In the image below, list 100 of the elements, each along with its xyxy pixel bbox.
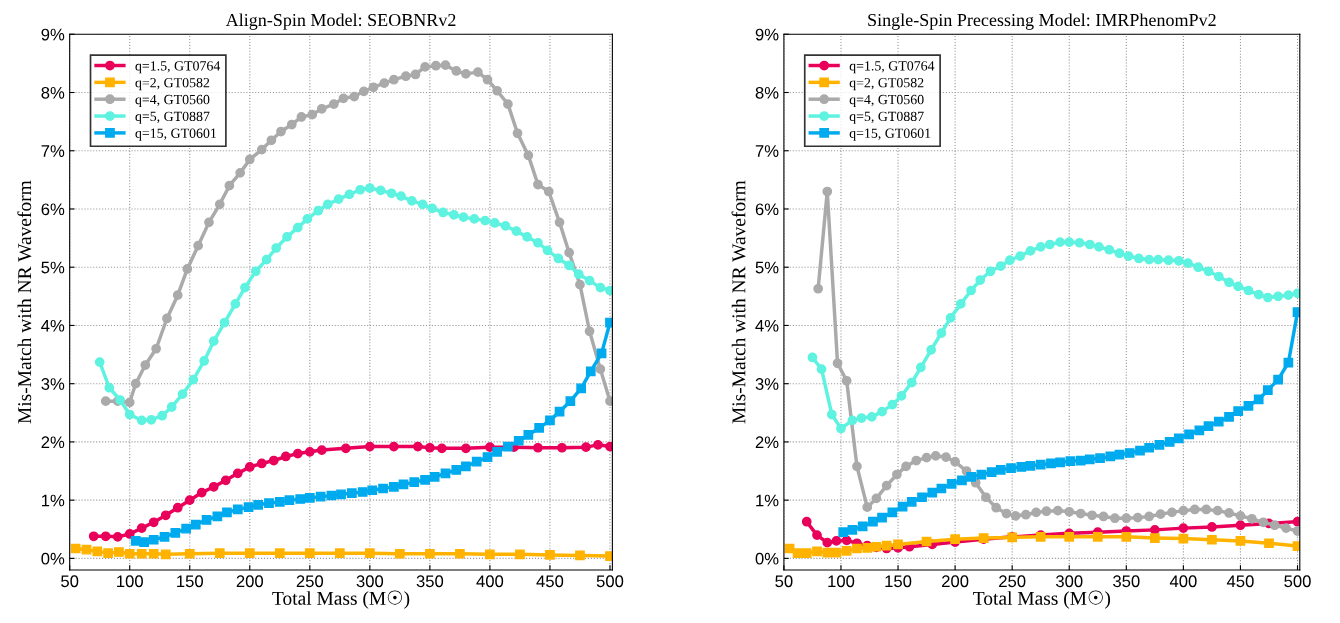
point: [1132, 512, 1143, 523]
point: [1044, 239, 1055, 250]
point: [877, 406, 887, 417]
point: [1224, 277, 1234, 288]
point: [455, 548, 465, 559]
point: [256, 144, 267, 155]
point: [94, 357, 105, 368]
point: [515, 549, 525, 560]
point: [1052, 505, 1063, 516]
y-tick-label: 4%: [755, 319, 779, 332]
point: [565, 396, 576, 407]
point: [286, 119, 297, 130]
point: [966, 472, 976, 482]
legend-label: q=4, GT0560: [135, 94, 210, 108]
point: [222, 507, 232, 518]
chart-title: Single-Spin Precessing Model: IMRPhenomPv2: [868, 13, 1216, 30]
point: [271, 243, 282, 253]
point: [461, 461, 471, 472]
point: [461, 69, 471, 79]
y-tick-label: 3%: [41, 378, 65, 390]
legend-label: q=2, GT0582: [135, 77, 210, 91]
point: [1055, 457, 1065, 468]
point: [1114, 449, 1125, 460]
point: [1092, 531, 1103, 542]
point: [1167, 507, 1177, 518]
point: [219, 317, 230, 328]
point: [302, 214, 313, 224]
point: [136, 548, 147, 559]
point: [425, 548, 435, 559]
point: [822, 186, 833, 197]
point: [1178, 523, 1189, 533]
point: [1173, 433, 1184, 444]
point: [807, 352, 818, 363]
y-tick-label: 7%: [41, 145, 65, 157]
point: [911, 455, 922, 466]
point: [316, 103, 327, 114]
point: [469, 214, 480, 224]
point: [482, 74, 493, 85]
point: [955, 299, 966, 309]
point: [136, 523, 147, 533]
point: [1114, 248, 1125, 259]
point: [917, 492, 927, 503]
point: [1194, 425, 1205, 436]
legend-label: q=5, GT0887: [849, 111, 924, 124]
point: [284, 495, 295, 506]
point: [1064, 506, 1075, 517]
point: [349, 91, 360, 102]
point: [471, 456, 482, 467]
point: [1173, 255, 1184, 266]
chart-title: Align-Spin Model: SEOBNRv2: [225, 13, 456, 30]
point: [822, 537, 833, 548]
point: [401, 71, 411, 82]
point: [307, 109, 318, 120]
point: [1273, 291, 1283, 302]
point: [292, 448, 303, 459]
y-tick-label: 8%: [41, 86, 65, 99]
point: [253, 499, 264, 510]
point: [946, 478, 957, 489]
point: [533, 179, 543, 190]
point: [338, 93, 349, 104]
point: [1055, 237, 1065, 248]
point: [304, 492, 315, 503]
y-tick-label: 4%: [41, 319, 65, 332]
point: [1035, 459, 1046, 470]
point: [1065, 456, 1076, 467]
x-tick-label: 350: [1113, 575, 1140, 588]
point: [1084, 239, 1095, 250]
point: [378, 483, 388, 494]
point: [410, 69, 421, 80]
point: [244, 548, 255, 559]
point: [196, 487, 207, 498]
point: [328, 99, 339, 110]
point: [166, 402, 177, 412]
point: [315, 491, 326, 502]
point: [896, 391, 907, 401]
point: [1075, 508, 1086, 519]
point: [1235, 536, 1246, 546]
point: [157, 410, 167, 421]
point: [364, 548, 375, 559]
legend-label: q=5, GT0887: [135, 111, 210, 124]
point: [564, 247, 575, 258]
point: [523, 430, 534, 440]
x-tick-label: 100: [117, 575, 143, 588]
point: [1247, 513, 1257, 524]
point: [388, 481, 399, 492]
point: [148, 548, 159, 559]
point: [224, 180, 235, 191]
point: [1035, 241, 1046, 252]
point: [1105, 451, 1116, 462]
point: [364, 441, 375, 452]
point: [355, 184, 366, 195]
x-tick-label: 250: [999, 575, 1026, 588]
point: [274, 548, 285, 559]
point: [542, 245, 553, 256]
point: [1153, 254, 1164, 265]
point: [545, 550, 555, 560]
point: [877, 512, 887, 523]
legend-label: q=15, GT0601: [849, 128, 931, 141]
point: [1243, 400, 1254, 411]
point: [261, 254, 272, 265]
